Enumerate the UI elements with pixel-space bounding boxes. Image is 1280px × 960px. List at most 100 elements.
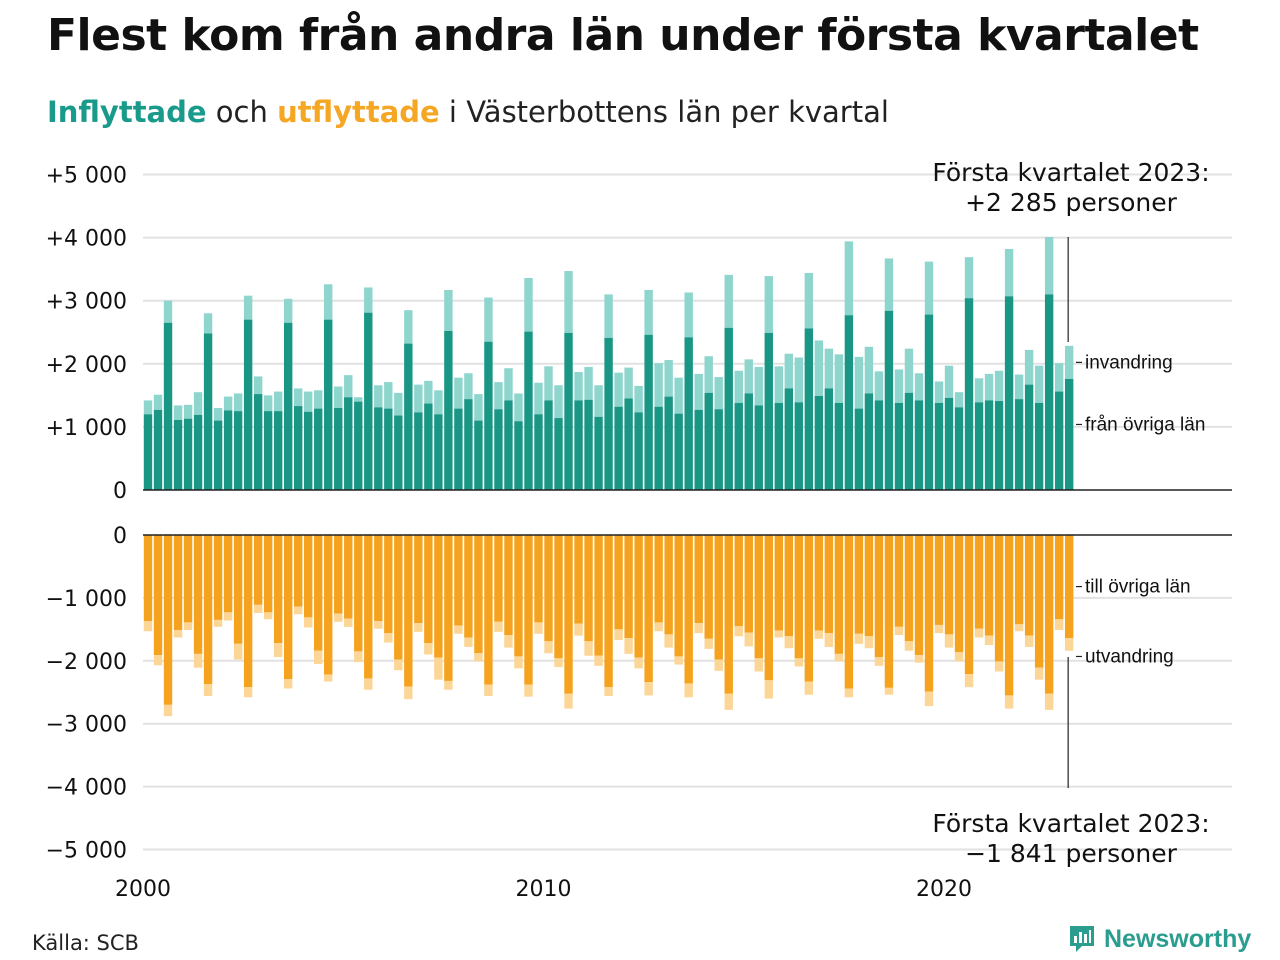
inflow-bars	[143, 236, 1074, 490]
bar-outflow-other-counties	[624, 535, 633, 639]
bar-outflow-emigration	[954, 651, 964, 662]
bar-inflow-immigration	[684, 292, 693, 338]
bar-inflow-immigration	[253, 376, 263, 395]
y-tick-label-top: +5 000	[46, 164, 127, 189]
bar-inflow-immigration	[1014, 374, 1024, 400]
bar-inflow-other-counties	[283, 322, 293, 490]
bar-outflow-other-counties	[283, 535, 293, 680]
newsworthy-logo[interactable]: Newsworthy	[1068, 924, 1251, 954]
bar-outflow-other-counties	[1014, 535, 1024, 625]
bar-inflow-other-counties	[464, 399, 473, 490]
bar-inflow-other-counties	[424, 403, 433, 490]
bar-outflow-emigration	[624, 638, 633, 654]
subtitle-inflow-word: Inflyttade	[47, 95, 207, 129]
bar-outflow-emigration	[534, 622, 543, 634]
bar-outflow-emigration	[714, 659, 723, 671]
bar-outflow-other-counties	[584, 535, 593, 642]
bar-outflow-other-counties	[364, 535, 373, 679]
bar-inflow-other-counties	[504, 400, 513, 490]
bar-outflow-other-counties	[324, 535, 333, 675]
bar-inflow-other-counties	[564, 332, 573, 490]
bar-inflow-immigration	[293, 388, 303, 407]
bar-inflow-immigration	[454, 377, 463, 409]
bar-outflow-emigration	[674, 656, 683, 665]
bar-inflow-other-counties	[604, 337, 613, 490]
bar-inflow-immigration	[834, 354, 844, 403]
bar-inflow-other-counties	[544, 400, 553, 490]
bar-inflow-immigration	[614, 372, 623, 407]
bar-inflow-immigration	[1024, 349, 1034, 385]
y-tick-label-top: +1 000	[46, 416, 127, 441]
bar-inflow-other-counties	[874, 400, 884, 490]
bar-outflow-other-counties	[764, 535, 773, 681]
bar-inflow-immigration	[984, 373, 994, 401]
bar-inflow-immigration	[974, 378, 984, 403]
bar-inflow-immigration	[994, 370, 1004, 402]
bar-outflow-other-counties	[874, 535, 884, 658]
bar-inflow-other-counties	[794, 402, 804, 490]
bar-outflow-other-counties	[1064, 535, 1074, 639]
bar-inflow-immigration	[654, 363, 663, 407]
bar-inflow-immigration	[173, 405, 183, 420]
bar-outflow-other-counties	[854, 535, 864, 634]
bar-outflow-emigration	[524, 684, 533, 697]
bar-inflow-immigration	[304, 391, 313, 412]
bar-outflow-other-counties	[644, 535, 653, 683]
bar-outflow-emigration	[664, 634, 673, 648]
bar-inflow-other-counties	[584, 399, 593, 490]
bar-outflow-other-counties	[213, 535, 223, 620]
bar-outflow-emigration	[684, 683, 693, 698]
bar-inflow-other-counties	[1054, 391, 1064, 490]
bar-outflow-other-counties	[394, 535, 403, 660]
bar-inflow-other-counties	[834, 402, 844, 490]
bar-outflow-other-counties	[894, 535, 904, 627]
bar-outflow-emigration	[153, 655, 163, 666]
bar-inflow-other-counties	[804, 328, 814, 490]
chart-subtitle: Inflyttade och utflyttade i Västerbotten…	[47, 95, 889, 129]
annotation-top-line2: +2 285 personer	[965, 188, 1178, 217]
bar-outflow-other-counties	[804, 535, 814, 682]
bar-inflow-other-counties	[764, 332, 773, 490]
bar-inflow-other-counties	[324, 319, 333, 490]
bar-outflow-emigration	[434, 657, 443, 680]
bar-outflow-emigration	[283, 679, 293, 689]
bar-outflow-other-counties	[634, 535, 643, 658]
bar-outflow-other-counties	[374, 535, 383, 622]
bar-outflow-other-counties	[614, 535, 623, 630]
bar-inflow-immigration	[464, 373, 473, 400]
bar-inflow-other-counties	[724, 327, 733, 490]
bar-inflow-other-counties	[273, 411, 283, 490]
bar-inflow-immigration	[153, 394, 163, 410]
bar-inflow-immigration	[734, 370, 743, 403]
bar-inflow-immigration	[524, 277, 533, 332]
bar-inflow-other-counties	[444, 330, 453, 490]
bar-inflow-immigration	[824, 348, 834, 389]
bar-inflow-other-counties	[684, 337, 693, 490]
bar-inflow-other-counties	[634, 412, 643, 490]
bar-inflow-immigration	[434, 390, 443, 415]
bar-outflow-other-counties	[414, 535, 423, 624]
bar-inflow-other-counties	[1064, 378, 1074, 490]
bar-inflow-other-counties	[233, 411, 243, 490]
bar-inflow-other-counties	[394, 415, 403, 490]
bar-inflow-immigration	[794, 357, 804, 403]
bar-inflow-immigration	[484, 297, 493, 342]
bar-outflow-other-counties	[714, 535, 723, 660]
bar-inflow-other-counties	[534, 414, 543, 490]
bar-inflow-other-counties	[354, 401, 363, 490]
bar-outflow-emigration	[203, 684, 213, 697]
bar-outflow-other-counties	[1054, 535, 1064, 620]
bar-inflow-other-counties	[314, 408, 323, 490]
bar-outflow-emigration	[744, 632, 753, 647]
bar-inflow-other-counties	[484, 341, 493, 490]
bar-inflow-immigration	[193, 392, 203, 415]
bar-inflow-immigration	[904, 348, 914, 393]
bar-inflow-other-counties	[364, 312, 373, 490]
bar-inflow-other-counties	[754, 405, 763, 490]
bar-outflow-other-counties	[424, 535, 433, 644]
bar-inflow-immigration	[664, 360, 673, 397]
bar-outflow-emigration	[193, 653, 203, 668]
bar-outflow-other-counties	[304, 535, 313, 618]
bar-inflow-immigration	[914, 373, 924, 401]
y-tick-label-top: +4 000	[46, 227, 127, 252]
